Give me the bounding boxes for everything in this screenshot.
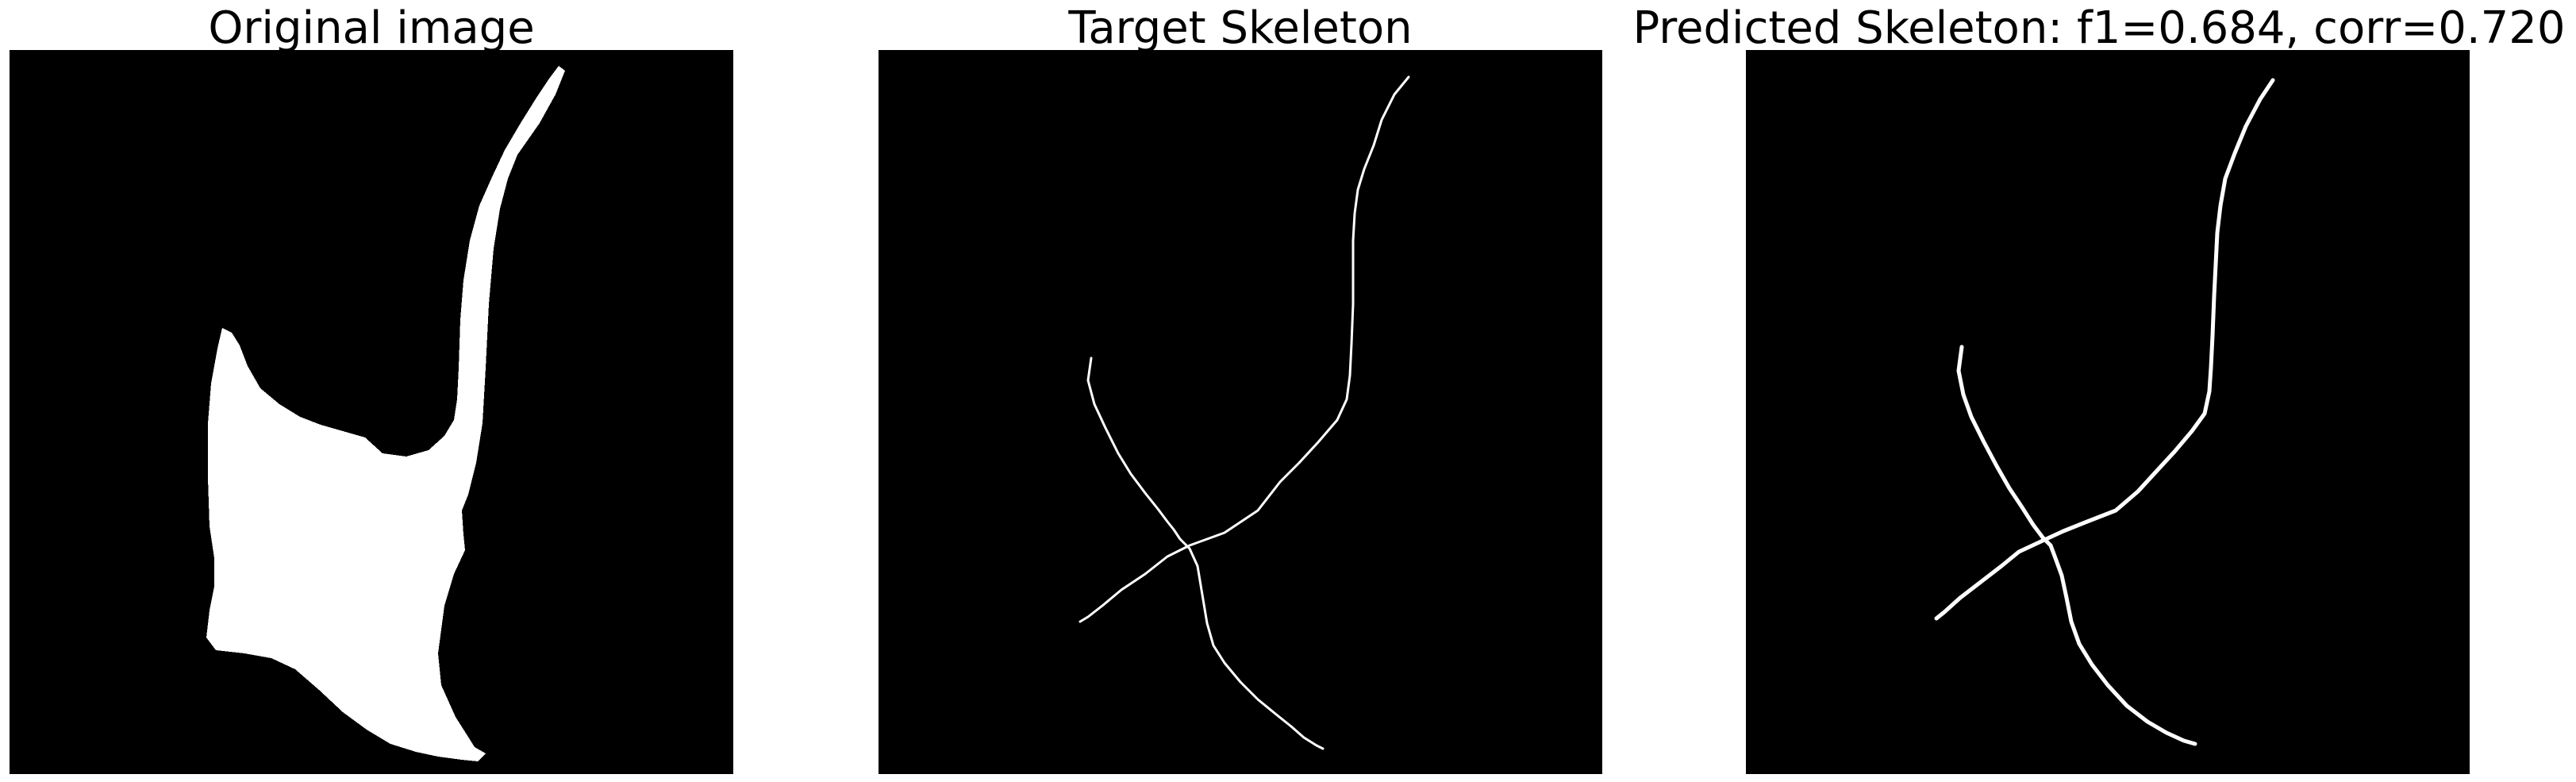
original-shape (206, 66, 565, 761)
target-skeleton-image (1078, 75, 1410, 750)
target-skeleton-branch-lower (1086, 356, 1325, 750)
original-image-title: Original image (208, 2, 535, 54)
predicted-skeleton-image (1934, 78, 2275, 746)
original-image-panel (10, 50, 733, 774)
target-skeleton-branch-upper (1078, 75, 1410, 623)
original-shape-image (206, 66, 565, 761)
predicted-skeleton-branch-lower (1956, 345, 2197, 746)
target-skeleton-panel (879, 50, 1602, 774)
predicted-skeleton-branch-upper (1934, 78, 2275, 621)
predicted-skeleton-panel (1746, 50, 2470, 774)
target-skeleton-title: Target Skeleton (1068, 2, 1413, 54)
predicted-skeleton-title: Predicted Skeleton: f1=0.684, corr=0.720 (1632, 2, 2566, 54)
